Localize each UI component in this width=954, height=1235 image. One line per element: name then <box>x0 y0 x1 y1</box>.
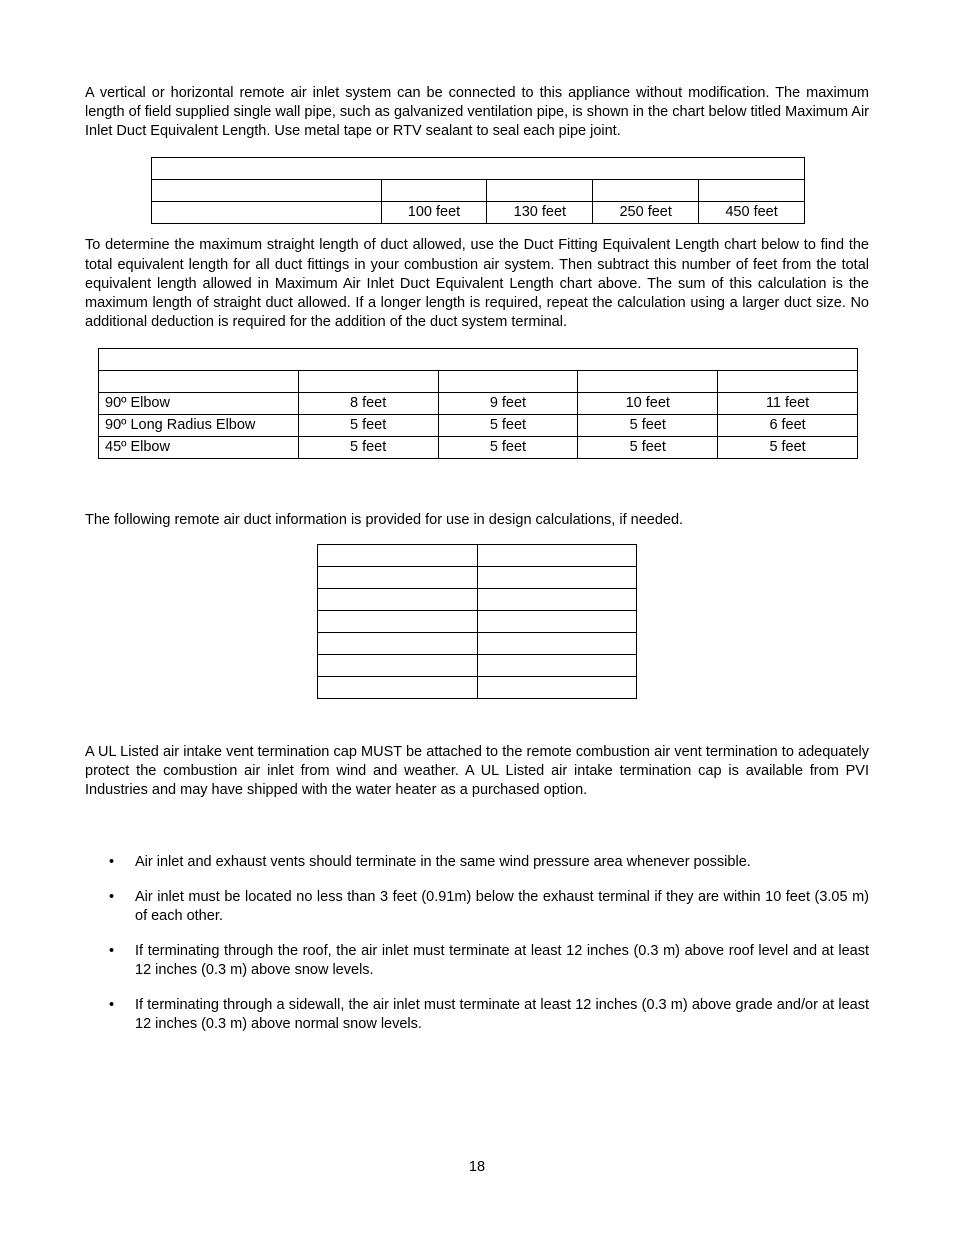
t3r0c0 <box>318 545 478 567</box>
table2-r0c0: 90º Elbow <box>99 393 299 415</box>
t3r1c0 <box>318 567 478 589</box>
table1-h1 <box>381 180 487 202</box>
bullet-2: Air inlet must be located no less than 3… <box>109 888 869 926</box>
table2-r2c0: 45º Elbow <box>99 437 299 459</box>
bullet-4: If terminating through a sidewall, the a… <box>109 996 869 1034</box>
table1-h3 <box>593 180 699 202</box>
t3r6c0 <box>318 677 478 699</box>
t3r3c0 <box>318 611 478 633</box>
t3r5c1 <box>477 655 637 677</box>
document-page: A vertical or horizontal remote air inle… <box>0 0 954 1235</box>
table1-r0c3: 250 feet <box>593 202 699 224</box>
table2-r0c2: 9 feet <box>438 393 578 415</box>
table1-h0 <box>152 180 382 202</box>
table2-h4 <box>718 371 858 393</box>
table1-r0c4: 450 feet <box>699 202 805 224</box>
bullet-1: Air inlet and exhaust vents should termi… <box>109 853 869 872</box>
paragraph-1: A vertical or horizontal remote air inle… <box>85 84 869 141</box>
t3r1c1 <box>477 567 637 589</box>
paragraph-2: To determine the maximum straight length… <box>85 236 869 332</box>
table2-r0c4: 11 feet <box>718 393 858 415</box>
table2-r1c2: 5 feet <box>438 415 578 437</box>
table2-r1c4: 6 feet <box>718 415 858 437</box>
t3r4c1 <box>477 633 637 655</box>
duct-fitting-equivalent-length-table: 90º Elbow 8 feet 9 feet 10 feet 11 feet … <box>98 348 858 459</box>
t3r5c0 <box>318 655 478 677</box>
t3r4c0 <box>318 633 478 655</box>
page-number: 18 <box>0 1159 954 1175</box>
table2-r1c1: 5 feet <box>298 415 438 437</box>
table2-r2c2: 5 feet <box>438 437 578 459</box>
table2-h0 <box>99 371 299 393</box>
table2-r1c0: 90º Long Radius Elbow <box>99 415 299 437</box>
table1-h2 <box>487 180 593 202</box>
table2-r2c3: 5 feet <box>578 437 718 459</box>
max-air-inlet-duct-table: 100 feet 130 feet 250 feet 450 feet <box>151 157 805 224</box>
bullet-3: If terminating through the roof, the air… <box>109 942 869 980</box>
table2-h3 <box>578 371 718 393</box>
table1-h4 <box>699 180 805 202</box>
table2-title <box>99 349 858 371</box>
table2-r0c3: 10 feet <box>578 393 718 415</box>
table2-r0c1: 8 feet <box>298 393 438 415</box>
paragraph-4: A UL Listed air intake vent termination … <box>85 743 869 800</box>
t3r3c1 <box>477 611 637 633</box>
bullet-list: Air inlet and exhaust vents should termi… <box>109 853 869 1035</box>
remote-air-duct-info-table <box>317 544 637 699</box>
paragraph-3: The following remote air duct informatio… <box>85 511 869 530</box>
table2-h1 <box>298 371 438 393</box>
t3r0c1 <box>477 545 637 567</box>
t3r2c1 <box>477 589 637 611</box>
table2-h2 <box>438 371 578 393</box>
table1-r0c1: 100 feet <box>381 202 487 224</box>
table1-r0c2: 130 feet <box>487 202 593 224</box>
t3r6c1 <box>477 677 637 699</box>
table2-r2c1: 5 feet <box>298 437 438 459</box>
table1-title <box>152 158 805 180</box>
table2-r2c4: 5 feet <box>718 437 858 459</box>
table1-r0c0 <box>152 202 382 224</box>
table2-r1c3: 5 feet <box>578 415 718 437</box>
t3r2c0 <box>318 589 478 611</box>
